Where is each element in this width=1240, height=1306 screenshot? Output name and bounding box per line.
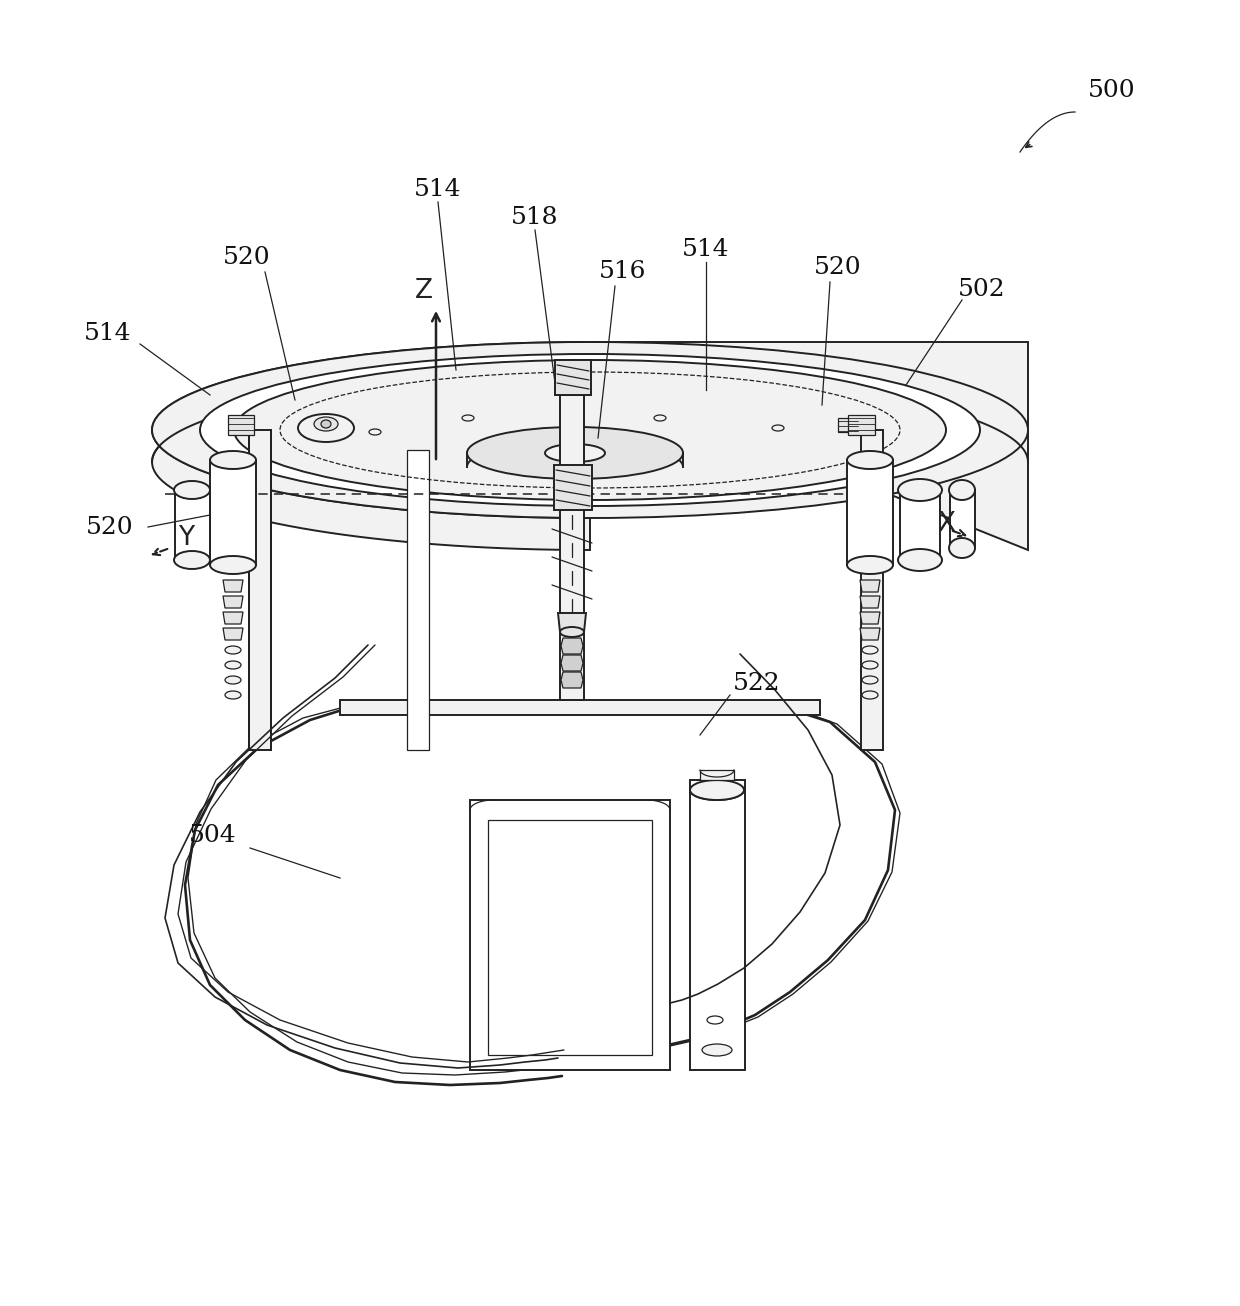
Ellipse shape <box>862 691 878 699</box>
Ellipse shape <box>224 661 241 669</box>
Text: 520: 520 <box>815 256 862 279</box>
Ellipse shape <box>898 549 942 571</box>
Text: 520: 520 <box>87 516 134 538</box>
Text: Z: Z <box>415 278 433 304</box>
Ellipse shape <box>210 556 255 575</box>
Polygon shape <box>175 490 210 560</box>
Text: 502: 502 <box>959 277 1006 300</box>
Polygon shape <box>407 451 429 750</box>
Ellipse shape <box>862 677 878 684</box>
Polygon shape <box>847 460 893 565</box>
Polygon shape <box>228 415 254 435</box>
Polygon shape <box>560 656 583 671</box>
Polygon shape <box>689 780 745 1070</box>
Polygon shape <box>701 771 734 780</box>
Polygon shape <box>223 628 243 640</box>
Ellipse shape <box>689 780 744 801</box>
Polygon shape <box>861 628 880 640</box>
Text: 514: 514 <box>682 238 730 260</box>
Text: 500: 500 <box>1087 78 1136 102</box>
Text: 514: 514 <box>414 178 461 201</box>
Polygon shape <box>223 613 243 624</box>
Text: 504: 504 <box>190 824 237 846</box>
Ellipse shape <box>224 677 241 684</box>
Ellipse shape <box>314 417 339 431</box>
Text: 522: 522 <box>733 673 781 696</box>
Ellipse shape <box>560 627 584 637</box>
Ellipse shape <box>862 661 878 669</box>
Polygon shape <box>223 580 243 592</box>
Ellipse shape <box>546 444 605 462</box>
Ellipse shape <box>153 342 1028 518</box>
Ellipse shape <box>862 646 878 654</box>
Polygon shape <box>558 613 587 632</box>
Ellipse shape <box>702 1043 732 1057</box>
Ellipse shape <box>321 421 331 428</box>
Polygon shape <box>249 430 272 750</box>
Polygon shape <box>340 700 820 714</box>
Polygon shape <box>861 430 883 750</box>
Polygon shape <box>470 801 670 1070</box>
Polygon shape <box>848 415 875 435</box>
Text: 518: 518 <box>511 205 559 229</box>
Ellipse shape <box>210 451 255 469</box>
Ellipse shape <box>174 551 210 569</box>
Polygon shape <box>560 394 584 700</box>
Polygon shape <box>861 613 880 624</box>
Polygon shape <box>223 596 243 609</box>
Ellipse shape <box>949 538 975 558</box>
Text: 514: 514 <box>84 323 131 346</box>
Polygon shape <box>554 465 591 511</box>
Ellipse shape <box>467 427 683 479</box>
Ellipse shape <box>174 481 210 499</box>
Text: Y: Y <box>179 525 195 551</box>
Ellipse shape <box>224 691 241 699</box>
Polygon shape <box>950 490 975 549</box>
Text: 520: 520 <box>223 247 270 269</box>
Ellipse shape <box>200 354 980 505</box>
Ellipse shape <box>298 414 353 441</box>
Polygon shape <box>560 639 583 654</box>
Polygon shape <box>838 418 858 432</box>
Polygon shape <box>900 490 940 560</box>
Ellipse shape <box>847 556 893 575</box>
Ellipse shape <box>898 479 942 502</box>
Text: 516: 516 <box>599 260 647 283</box>
Polygon shape <box>210 460 255 565</box>
Ellipse shape <box>234 360 946 500</box>
Polygon shape <box>861 596 880 609</box>
Polygon shape <box>556 360 591 394</box>
Ellipse shape <box>847 451 893 469</box>
Ellipse shape <box>949 481 975 500</box>
Polygon shape <box>861 580 880 592</box>
Ellipse shape <box>224 646 241 654</box>
Polygon shape <box>153 342 1028 550</box>
Text: X: X <box>937 511 955 537</box>
Polygon shape <box>560 673 583 688</box>
